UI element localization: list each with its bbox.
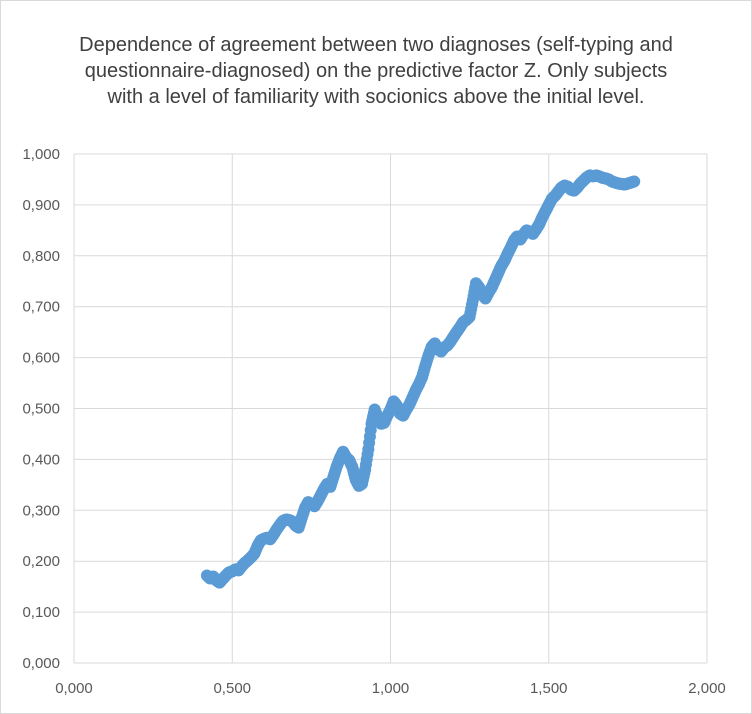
y-tick-label: 0,200 (22, 553, 60, 570)
y-tick-label: 0,800 (22, 248, 60, 265)
chart-title-line-3: with a level of familiarity with socioni… (107, 86, 645, 108)
chart-title-line-1: Dependence of agreement between two diag… (79, 34, 673, 56)
data-points (200, 169, 641, 589)
x-tick-label: 1,000 (372, 680, 410, 697)
chart-title: Dependence of agreement between two diag… (0, 32, 752, 110)
y-tick-label: 0,000 (22, 655, 60, 672)
y-tick-label: 0,600 (22, 350, 60, 367)
chart-title-line-2: questionnaire-diagnosed) on the predicti… (84, 60, 668, 82)
y-tick-label: 0,900 (22, 197, 60, 214)
x-tick-label: 2,000 (688, 680, 726, 697)
tick-labels: 0,000 0,100 0,200 0,300 0,400 0,500 0,600 0,700… (22, 146, 725, 697)
y-tick-label: 1,000 (22, 146, 60, 163)
data-point (628, 175, 641, 188)
y-tick-label: 0,500 (22, 401, 60, 418)
y-tick-label: 0,700 (22, 299, 60, 316)
y-tick-label: 0,400 (22, 451, 60, 468)
x-tick-label: 1,500 (530, 680, 568, 697)
y-tick-label: 0,100 (22, 604, 60, 621)
x-tick-label: 0,500 (213, 680, 251, 697)
y-tick-label: 0,300 (22, 502, 60, 519)
x-tick-label: 0,000 (55, 680, 93, 697)
